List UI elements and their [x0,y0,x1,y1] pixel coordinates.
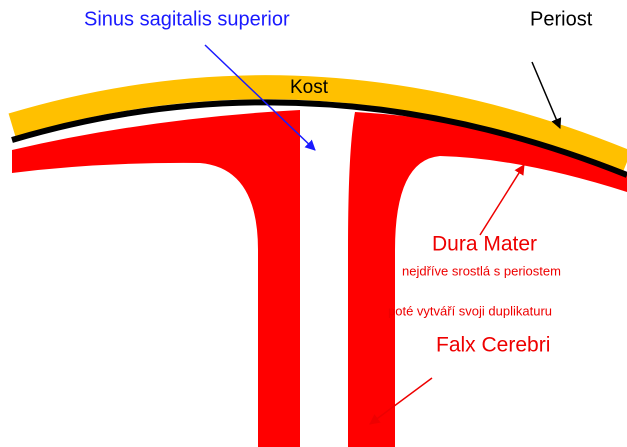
diagram: Sinus sagitalis superior Periost Kost Du… [0,0,627,447]
dura-left [12,110,300,447]
label: Sinus sagitalis superior [84,8,290,30]
label: poté vytváří svoji duplikaturu [388,303,552,318]
label: Falx Cerebri [436,334,550,357]
label: nejdříve srostlá s periostem [402,263,561,278]
label: Periost [530,8,593,30]
arrow [480,165,524,235]
label: Kost [290,77,329,98]
label: Dura Mater [432,233,537,256]
